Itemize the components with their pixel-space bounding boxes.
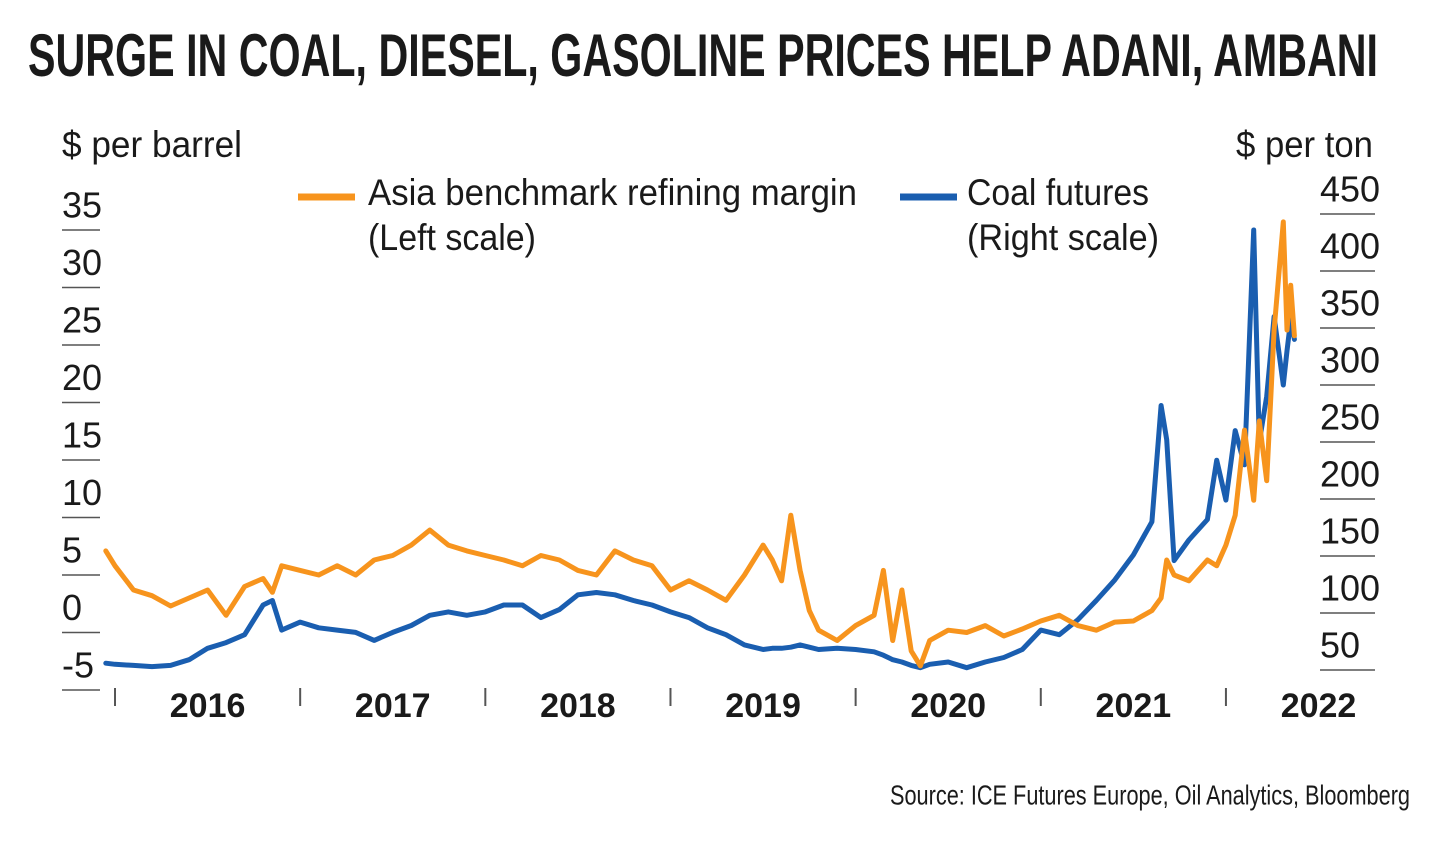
y2-tick-label: 100: [1320, 568, 1380, 609]
y2-tick-label: 250: [1320, 397, 1380, 438]
y-tick-label: 20: [62, 357, 102, 398]
source-note: Source: ICE Futures Europe, Oil Analytic…: [890, 779, 1410, 810]
x-tick-label: 2020: [910, 687, 986, 725]
y2-tick-label: 200: [1320, 454, 1380, 495]
y2-tick-label: 400: [1320, 226, 1380, 267]
x-tick-label: 2016: [170, 687, 246, 725]
x-tick-label: 2022: [1281, 687, 1357, 725]
y-tick-label: 0: [62, 587, 82, 628]
data-line: [103, 219, 1297, 669]
y-tick-label: 30: [62, 242, 102, 283]
data-line: [103, 227, 1297, 671]
y2-tick-label: 300: [1320, 340, 1380, 381]
y-axis-label: $ per barrel: [62, 124, 242, 165]
legend-note: (Right scale): [967, 217, 1159, 258]
y-tick-label: -5: [62, 645, 94, 686]
x-tick-label: 2018: [540, 687, 616, 725]
y2-tick-label: 450: [1320, 169, 1380, 210]
legend-label: Asia benchmark refining margin: [368, 172, 857, 213]
legend-note: (Left scale): [368, 217, 536, 258]
chart-title: SURGE IN COAL, DIESEL, GASOLINE PRICES H…: [28, 22, 1378, 89]
y2-tick-label: 150: [1320, 511, 1380, 552]
y-tick-label: 5: [62, 530, 82, 571]
y2-axis-label: $ per ton: [1236, 124, 1373, 165]
y-tick-label: 25: [62, 300, 102, 341]
legend-label: Coal futures: [967, 172, 1149, 213]
x-tick-label: 2017: [355, 687, 431, 725]
y2-tick-label: 350: [1320, 283, 1380, 324]
x-tick-label: 2021: [1096, 687, 1172, 725]
y2-tick-label: 50: [1320, 625, 1360, 666]
x-tick-label: 2019: [725, 687, 801, 725]
y-tick-label: 35: [62, 185, 102, 226]
y-tick-label: 10: [62, 472, 102, 513]
y-tick-label: 15: [62, 415, 102, 456]
